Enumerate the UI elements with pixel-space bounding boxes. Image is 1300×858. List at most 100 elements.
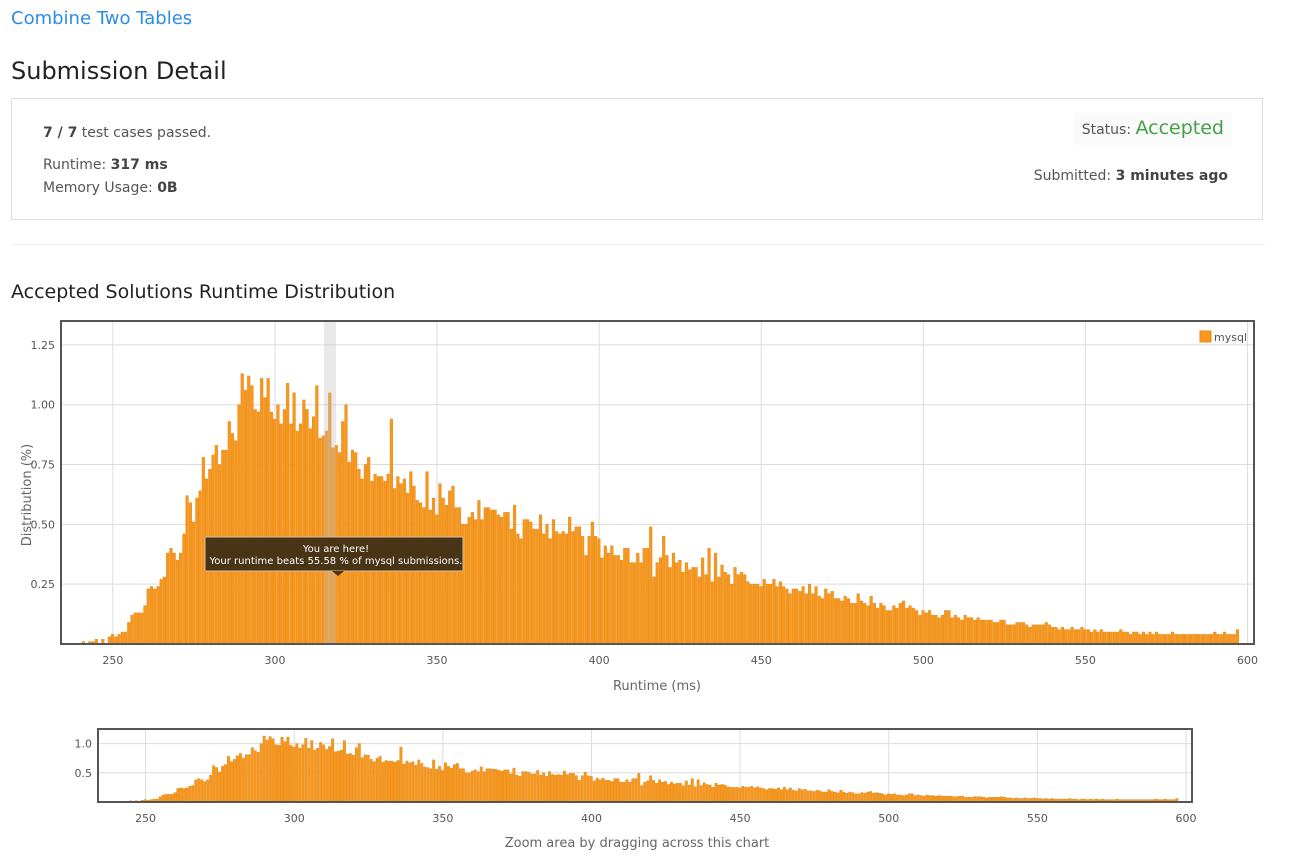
bar[interactable] xyxy=(749,583,753,645)
bar[interactable] xyxy=(684,562,688,645)
bar[interactable] xyxy=(551,774,554,803)
bar[interactable] xyxy=(542,772,546,803)
bar[interactable] xyxy=(884,794,887,803)
bar[interactable] xyxy=(153,588,157,645)
bar[interactable] xyxy=(1219,634,1223,645)
bar[interactable] xyxy=(428,509,432,645)
bar[interactable] xyxy=(869,791,873,803)
bar[interactable] xyxy=(247,754,251,803)
bar[interactable] xyxy=(527,771,531,803)
bar[interactable] xyxy=(577,780,581,803)
bar[interactable] xyxy=(568,773,572,803)
bar[interactable] xyxy=(354,747,358,803)
bar[interactable] xyxy=(934,615,938,645)
bar[interactable] xyxy=(814,586,818,645)
bar[interactable] xyxy=(856,593,860,645)
bar[interactable] xyxy=(280,736,284,803)
bar[interactable] xyxy=(607,780,611,803)
bar[interactable] xyxy=(343,740,346,803)
bar[interactable] xyxy=(925,794,929,803)
bar[interactable] xyxy=(818,790,822,803)
bar[interactable] xyxy=(1232,634,1236,645)
bar[interactable] xyxy=(804,593,808,645)
legend[interactable]: mysql xyxy=(1199,330,1247,344)
bar[interactable] xyxy=(545,776,549,803)
bar[interactable] xyxy=(227,756,230,803)
bar[interactable] xyxy=(206,779,210,803)
bar[interactable] xyxy=(558,533,562,645)
bar[interactable] xyxy=(833,598,838,645)
bar[interactable] xyxy=(1180,634,1184,645)
bar[interactable] xyxy=(801,586,805,645)
bar[interactable] xyxy=(477,500,481,645)
bar[interactable] xyxy=(918,615,922,645)
bar[interactable] xyxy=(571,531,575,645)
bar[interactable] xyxy=(447,766,450,803)
bar[interactable] xyxy=(782,787,786,803)
bar[interactable] xyxy=(885,610,889,645)
bar[interactable] xyxy=(769,583,773,645)
bar[interactable] xyxy=(999,619,1003,645)
bar[interactable] xyxy=(198,490,202,645)
bar[interactable] xyxy=(986,619,990,645)
bar[interactable] xyxy=(366,755,370,803)
bar[interactable] xyxy=(953,615,958,645)
bar[interactable] xyxy=(319,742,323,803)
bar[interactable] xyxy=(1073,629,1077,645)
bar[interactable] xyxy=(863,792,867,803)
bar[interactable] xyxy=(827,593,831,645)
bar[interactable] xyxy=(678,783,682,803)
bar[interactable] xyxy=(675,562,679,645)
bar[interactable] xyxy=(496,514,500,645)
bar[interactable] xyxy=(301,744,305,803)
bar[interactable] xyxy=(863,603,867,645)
bar[interactable] xyxy=(631,778,635,803)
bar[interactable] xyxy=(600,557,604,645)
bar[interactable] xyxy=(1067,629,1071,645)
bar[interactable] xyxy=(713,552,718,645)
bar[interactable] xyxy=(506,769,510,803)
bar[interactable] xyxy=(1021,622,1026,645)
bar[interactable] xyxy=(905,607,909,645)
bar[interactable] xyxy=(592,780,596,803)
bar[interactable] xyxy=(525,519,530,645)
bar[interactable] xyxy=(1083,629,1087,645)
bar[interactable] xyxy=(454,507,458,645)
bar[interactable] xyxy=(457,507,462,645)
bar[interactable] xyxy=(1158,634,1162,645)
bar[interactable] xyxy=(120,631,124,645)
bar[interactable] xyxy=(1216,634,1220,645)
bar[interactable] xyxy=(458,768,462,803)
bar[interactable] xyxy=(708,784,712,803)
bar[interactable] xyxy=(426,767,430,803)
bar[interactable] xyxy=(795,588,799,645)
bar[interactable] xyxy=(503,512,507,645)
bar[interactable] xyxy=(780,789,783,803)
bar[interactable] xyxy=(756,786,760,803)
bar[interactable] xyxy=(830,591,834,645)
bar[interactable] xyxy=(720,564,724,645)
bar[interactable] xyxy=(130,615,134,645)
bar[interactable] xyxy=(756,583,760,645)
bar[interactable] xyxy=(227,421,231,645)
bar[interactable] xyxy=(1187,634,1191,645)
bar[interactable] xyxy=(983,619,987,645)
bar[interactable] xyxy=(111,634,115,645)
bar[interactable] xyxy=(846,598,851,645)
bar[interactable] xyxy=(375,757,379,803)
bar[interactable] xyxy=(414,764,418,803)
bar[interactable] xyxy=(1174,634,1178,645)
bar[interactable] xyxy=(714,783,718,803)
bar[interactable] xyxy=(159,579,163,645)
bar[interactable] xyxy=(750,785,754,803)
bar[interactable] xyxy=(711,787,715,803)
bar[interactable] xyxy=(1025,624,1029,645)
bar[interactable] xyxy=(860,792,864,803)
bar[interactable] xyxy=(957,617,961,645)
bar[interactable] xyxy=(878,792,881,803)
bar[interactable] xyxy=(613,778,617,803)
bar[interactable] xyxy=(1057,629,1061,645)
bar[interactable] xyxy=(568,516,572,645)
bar[interactable] xyxy=(381,762,385,803)
bar[interactable] xyxy=(637,773,641,803)
